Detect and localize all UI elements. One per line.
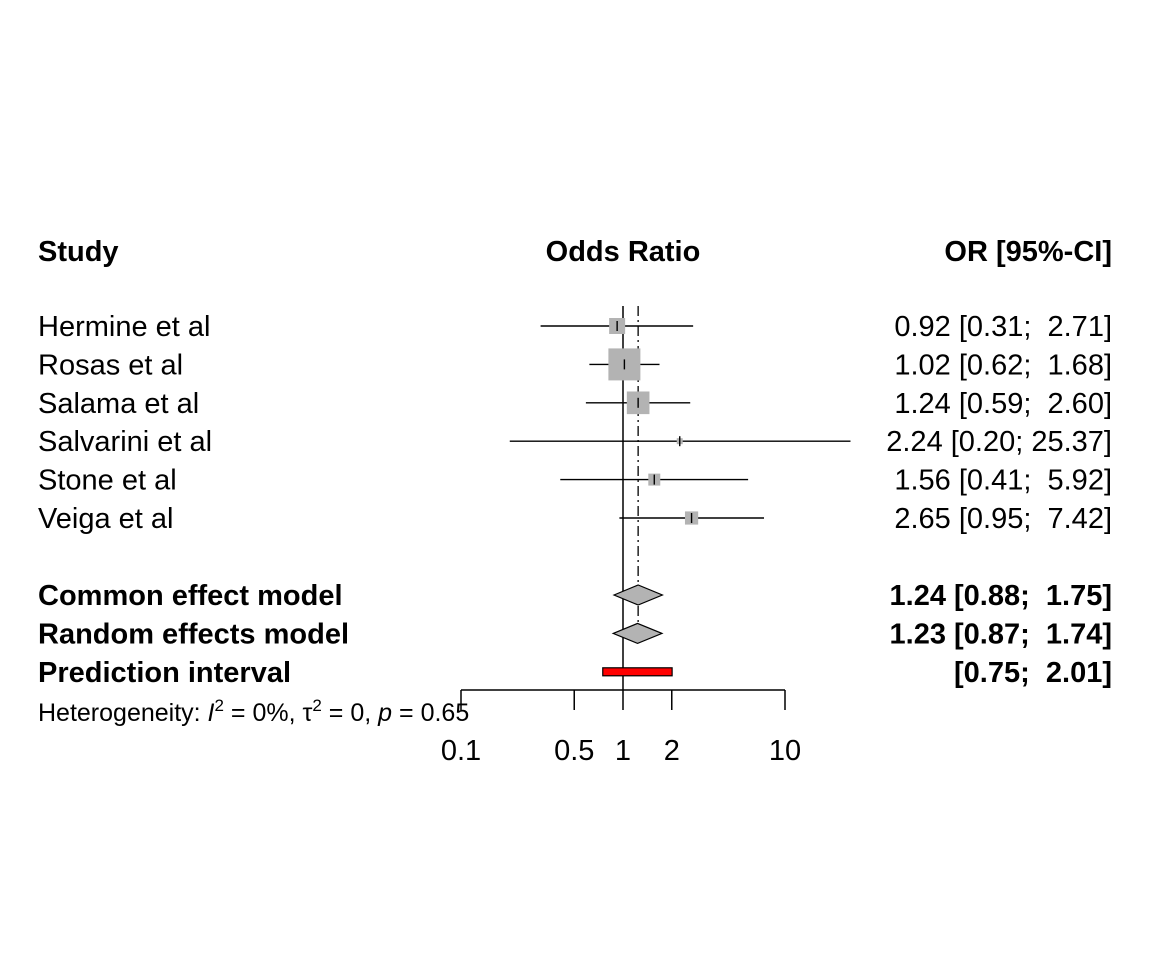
- summary-ci-text: 1.24 [0.88; 1.75]: [890, 580, 1112, 612]
- study-ci-text: 1.56 [0.41; 5.92]: [894, 465, 1112, 497]
- study-name: Hermine et al: [38, 311, 210, 343]
- heterogeneity-i2: 0%: [252, 699, 288, 727]
- header-study: Study: [38, 236, 119, 268]
- study-name: Veiga et al: [38, 503, 173, 535]
- summary-diamond: [612, 584, 664, 606]
- summary-name: Random effects model: [38, 618, 349, 650]
- study-name: Salvarini et al: [38, 426, 212, 458]
- x-axis: 0.1 0.5 1 2 10: [441, 689, 801, 767]
- x-tick-label: 0.5: [554, 735, 594, 767]
- summary-diamond: [611, 622, 664, 645]
- study-ci-text: 1.24 [0.59; 2.60]: [894, 388, 1112, 420]
- study-rows: Hermine et al 0.92 [0.31; 2.71] Rosas et a…: [38, 311, 1112, 535]
- study-name: Rosas et al: [38, 349, 183, 381]
- study-ci-text: 1.02 [0.62; 1.68]: [894, 349, 1112, 381]
- study-name: Salama et al: [38, 388, 199, 420]
- prediction-ci-text: [0.75; 2.01]: [954, 657, 1112, 689]
- heterogeneity-prefix: Heterogeneity:: [38, 699, 208, 727]
- x-tick-label: 1: [615, 735, 631, 767]
- study-ci-text: 0.92 [0.31; 2.71]: [894, 311, 1112, 343]
- prediction-name: Prediction interval: [38, 657, 291, 689]
- heterogeneity-p: 0.65: [421, 699, 470, 727]
- header-odds-ratio: Odds Ratio: [546, 236, 701, 268]
- heterogeneity-tau2: 0: [350, 699, 364, 727]
- summary-name: Common effect model: [38, 580, 343, 612]
- x-tick-label: 2: [664, 735, 680, 767]
- x-tick-label: 10: [769, 735, 801, 767]
- prediction-row: Prediction interval [0.75; 2.01]: [38, 657, 1112, 689]
- summary-rows: Common effect model 1.24 [0.88; 1.75] Rand…: [38, 580, 1112, 650]
- x-tick-label: 0.1: [441, 735, 481, 767]
- header-or-ci: OR [95%-CI]: [944, 236, 1112, 268]
- study-name: Stone et al: [38, 465, 177, 497]
- summary-ci-text: 1.23 [0.87; 1.74]: [890, 618, 1112, 650]
- study-ci-text: 2.65 [0.95; 7.42]: [894, 503, 1112, 535]
- prediction-bar: [602, 667, 673, 677]
- heterogeneity-text: Heterogeneity: I2 = 0%, τ2 = 0, p = 0.65: [38, 696, 469, 727]
- study-ci-text: 2.24 [0.20; 25.37]: [886, 426, 1112, 458]
